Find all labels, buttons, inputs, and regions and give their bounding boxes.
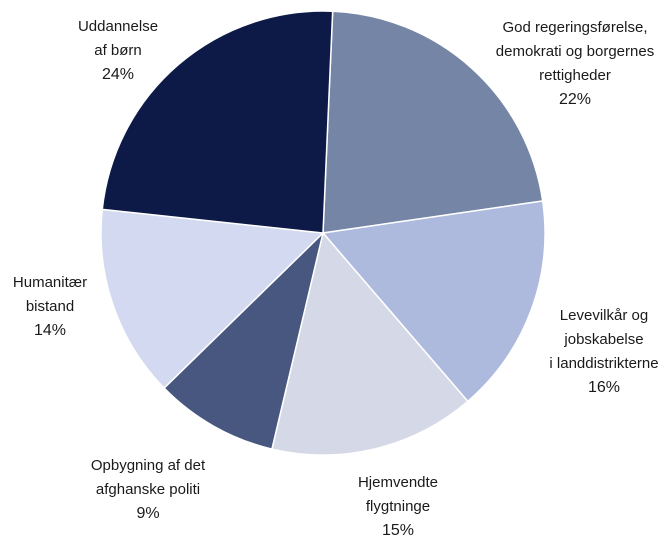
slice-label-line: Hjemvendte xyxy=(358,474,438,491)
slice-label-line: i landdistrikterne xyxy=(549,355,658,372)
slice-label-line: flygtninge xyxy=(366,498,430,515)
slice-label: Hjemvendte flygtninge 15% xyxy=(358,474,438,539)
slice-percent-label: 16% xyxy=(588,379,620,396)
pie-slice xyxy=(163,230,325,450)
pie-slice xyxy=(271,231,469,456)
pie-slice xyxy=(101,10,334,234)
slice-label-line: af børn xyxy=(94,42,142,59)
slice-percent-label: 24% xyxy=(102,66,134,83)
slice-label: Opbygning af det afghanske politi 9% xyxy=(91,457,206,522)
slice-label-line: Opbygning af det xyxy=(91,457,206,474)
slice-label: Uddannelse af børn 24% xyxy=(78,18,158,83)
slice-label-line: bistand xyxy=(26,298,74,315)
pie-labels: God regeringsførelse, demokrati og borger… xyxy=(13,18,659,539)
slice-label: God regeringsførelse, demokrati og borger… xyxy=(496,19,654,108)
slice-percent-label: 15% xyxy=(382,522,414,539)
slice-label-line: Uddannelse xyxy=(78,18,158,35)
pie-slice xyxy=(322,10,544,234)
slice-label-line: afghanske politi xyxy=(96,481,200,498)
slice-label-line: jobskabelse xyxy=(563,331,643,348)
slice-percent-label: 9% xyxy=(136,505,159,522)
slice-label-line: demokrati og borgernes xyxy=(496,43,654,60)
slice-label-line: God regeringsførelse, xyxy=(502,19,647,36)
slice-label-line: Humanitær xyxy=(13,274,87,291)
pie-slices xyxy=(100,10,546,456)
slice-label-line: Levevilkår og xyxy=(560,307,648,324)
slice-percent-label: 14% xyxy=(34,322,66,339)
slice-label: Levevilkår og jobskabelse i landdistrikter… xyxy=(549,307,658,396)
slice-label-line: rettigheder xyxy=(539,67,611,84)
pie-slice xyxy=(321,200,546,403)
pie-slice xyxy=(100,208,325,390)
slice-percent-label: 22% xyxy=(559,91,591,108)
slice-label: Humanitær bistand 14% xyxy=(13,274,87,339)
